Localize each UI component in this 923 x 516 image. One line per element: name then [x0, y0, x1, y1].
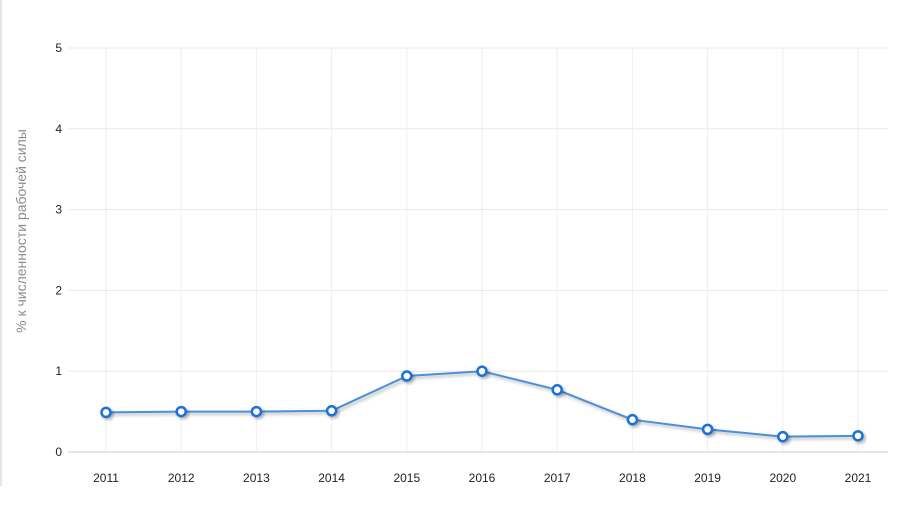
x-tick-label: 2016	[469, 471, 496, 485]
data-point[interactable]	[250, 405, 263, 418]
x-tick-label: 2015	[393, 471, 420, 485]
x-tick-label: 2020	[769, 471, 796, 485]
y-tick-label: 5	[55, 41, 62, 55]
y-tick-label: 4	[55, 122, 62, 136]
data-point[interactable]	[175, 405, 187, 418]
y-axis-label: % к численности рабочей силы	[13, 129, 29, 333]
axes: 0 1 2 3 4 5 2011 2012 2013 2014 2015 2016 2017 2018 20…	[55, 41, 871, 485]
x-tick-label: 2017	[544, 471, 571, 485]
data-point[interactable]	[476, 365, 488, 377]
data-point[interactable]	[100, 406, 112, 419]
data-point[interactable]	[401, 370, 413, 382]
y-tick-label: 3	[55, 203, 62, 217]
grid	[68, 47, 888, 453]
x-tick-label: 2012	[168, 471, 195, 485]
x-tick-label: 2013	[243, 471, 270, 485]
x-tick-label: 2021	[845, 471, 872, 485]
data-point[interactable]	[701, 423, 714, 436]
x-tick-label: 2018	[619, 471, 646, 485]
y-tick-label: 2	[55, 283, 62, 297]
x-tick-label: 2019	[694, 471, 721, 485]
data-point[interactable]	[325, 405, 338, 417]
data-point[interactable]	[626, 413, 639, 426]
y-tick-label: 1	[55, 364, 62, 378]
data-point[interactable]	[551, 384, 563, 396]
left-border	[0, 0, 2, 486]
data-point[interactable]	[777, 430, 789, 443]
x-tick-label: 2014	[318, 471, 345, 485]
y-tick-label: 0	[55, 445, 62, 459]
series	[100, 365, 864, 443]
x-tick-label: 2011	[93, 471, 119, 485]
data-point[interactable]	[852, 430, 864, 442]
